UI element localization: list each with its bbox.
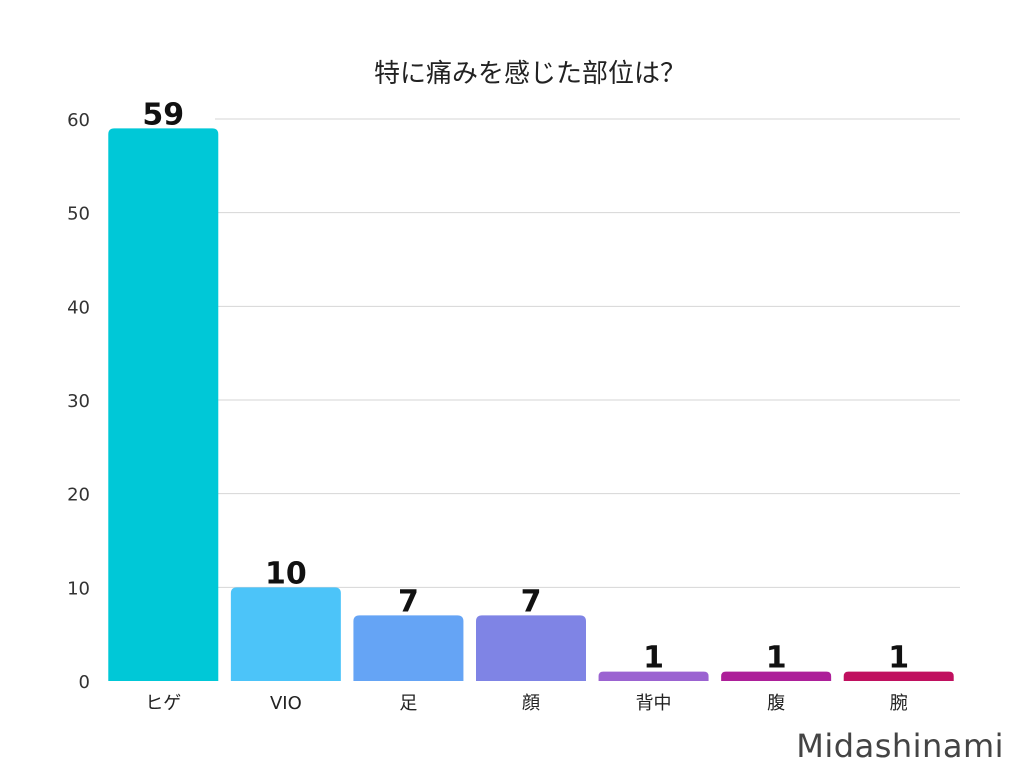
x-tick-label: 腕: [890, 693, 908, 714]
y-tick-label: 20: [67, 485, 90, 506]
y-tick-label: 40: [67, 297, 90, 318]
data-label: 10: [265, 556, 307, 591]
y-tick-label: 0: [79, 672, 90, 693]
data-labels: 59 10 7 7 1 1 1: [142, 97, 909, 675]
x-tick-label: VIO: [270, 693, 302, 714]
x-tick-label: 足: [399, 693, 417, 714]
bars: [108, 128, 954, 681]
data-label: 7: [398, 584, 419, 619]
x-axis-ticks: ヒゲ VIO 足 顔 背中 腹 腕: [145, 693, 907, 714]
data-label: 1: [888, 641, 909, 676]
y-tick-label: 30: [67, 391, 90, 412]
bar-足: [353, 615, 464, 681]
bar-顔: [476, 615, 586, 681]
x-tick-label: 背中: [636, 693, 672, 714]
x-tick-label: ヒゲ: [145, 693, 181, 714]
bar-腹: [721, 671, 832, 681]
y-tick-label: 10: [67, 578, 90, 599]
data-label: 59: [142, 97, 184, 132]
bar-ヒゲ: [108, 128, 219, 681]
chart-title: 特に痛みを感じた部位は？: [374, 59, 686, 89]
bar-背中: [598, 671, 709, 681]
y-axis-ticks: 0 10 20 30 40 50 60: [67, 110, 90, 693]
x-tick-label: 腹: [767, 693, 785, 714]
bar-腕: [843, 671, 954, 681]
y-tick-label: 50: [67, 204, 90, 225]
watermark: Midashinami: [796, 727, 1004, 765]
data-label: 7: [521, 584, 542, 619]
data-label: 1: [766, 641, 787, 676]
gridlines: [215, 118, 960, 588]
y-tick-label: 60: [67, 110, 90, 131]
x-tick-label: 顔: [522, 693, 540, 714]
bar-VIO: [230, 587, 341, 681]
data-label: 1: [643, 641, 664, 676]
